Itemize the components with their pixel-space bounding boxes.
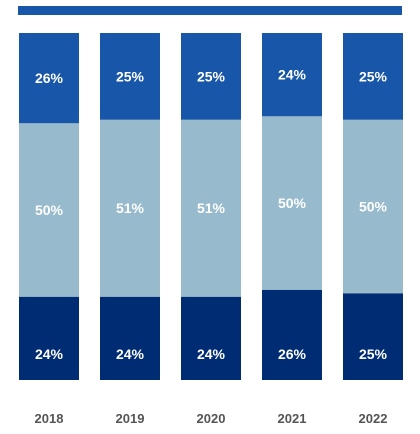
bar-segment-2018-s0 — [19, 296, 79, 380]
bar-segment-2021-s1 — [262, 116, 322, 290]
data-label-2020-s1: 51% — [197, 200, 226, 216]
data-label-2021-s2: 24% — [278, 67, 307, 83]
x-tick-label-2022: 2022 — [359, 411, 388, 426]
x-axis-ticks: 2018 2019 2020 2021 2022 — [35, 411, 388, 426]
bar-segment-2019-s0 — [100, 296, 160, 380]
data-label-2022-s0: 25% — [359, 346, 388, 362]
data-label-2018-s2: 26% — [35, 70, 64, 86]
data-label-2021-s0: 26% — [278, 346, 307, 362]
bar-segment-2022-s1 — [343, 119, 403, 294]
bar-segment-2018-s1 — [19, 123, 79, 297]
data-label-2022-s2: 25% — [359, 68, 388, 84]
data-label-2020-s0: 24% — [197, 346, 226, 362]
bar-segment-2020-s2 — [181, 33, 241, 120]
bar-segment-2022-s2 — [343, 33, 403, 120]
x-tick-label-2019: 2019 — [116, 411, 145, 426]
data-label-2018-s1: 50% — [35, 202, 64, 218]
x-tick-label-2020: 2020 — [197, 411, 226, 426]
bar-segment-2021-s0 — [262, 289, 322, 380]
x-tick-label-2018: 2018 — [35, 411, 64, 426]
bar-segment-2020-s0 — [181, 296, 241, 380]
data-label-2021-s1: 50% — [278, 195, 307, 211]
data-label-2018-s0: 24% — [35, 346, 64, 362]
data-label-2019-s1: 51% — [116, 200, 145, 216]
data-label-2022-s1: 50% — [359, 199, 388, 215]
bar-segment-2019-s1 — [100, 119, 160, 297]
top-color-strip — [18, 6, 402, 15]
bar-segment-2019-s2 — [100, 33, 160, 120]
data-label-2019-s0: 24% — [116, 346, 145, 362]
x-tick-label-2021: 2021 — [278, 411, 307, 426]
segment-labels-group: 24% 50% 26% 24% 51% 25% 24% 51% 25% 26% 50% 24% 25% 5… — [35, 67, 388, 362]
bar-segment-2020-s1 — [181, 119, 241, 297]
data-label-2020-s2: 25% — [197, 68, 226, 84]
bar-segment-2022-s0 — [343, 293, 403, 380]
data-label-2019-s2: 25% — [116, 68, 145, 84]
bar-segment-2018-s2 — [19, 33, 79, 124]
bars-group — [19, 33, 403, 380]
bar-segment-2021-s2 — [262, 33, 322, 117]
